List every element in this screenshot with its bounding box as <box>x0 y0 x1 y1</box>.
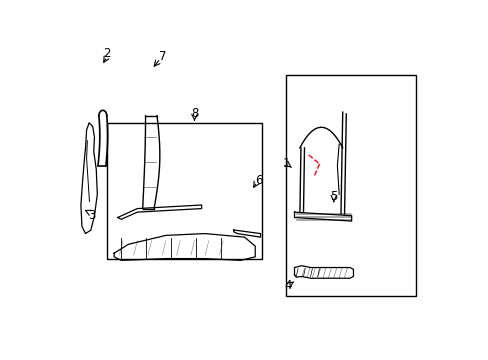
Text: 4: 4 <box>284 279 291 292</box>
Text: 7: 7 <box>158 50 166 63</box>
Text: 3: 3 <box>88 209 95 222</box>
Bar <box>107 123 262 258</box>
Text: 8: 8 <box>190 107 198 120</box>
Text: 2: 2 <box>103 47 110 60</box>
Polygon shape <box>294 266 353 278</box>
Text: 1: 1 <box>283 157 290 170</box>
Polygon shape <box>294 212 351 221</box>
Text: 5: 5 <box>329 190 337 203</box>
Text: 6: 6 <box>255 174 262 186</box>
Bar <box>285 75 415 296</box>
